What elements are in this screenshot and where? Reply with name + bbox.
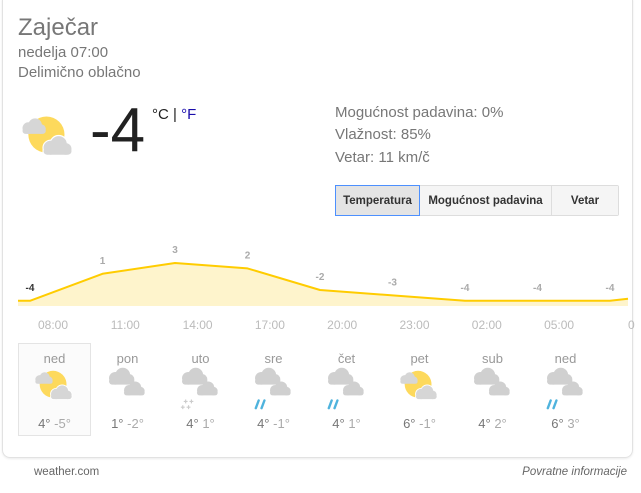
datetime: nedelja 07:00 (18, 44, 109, 61)
cloudy-icon (92, 367, 163, 411)
low-temp: 3° (567, 416, 580, 431)
humidity: Vlažnost: 85% (335, 126, 431, 143)
time-label: 08:00 (38, 318, 68, 332)
low-temp: 2° (494, 416, 507, 431)
forecast-day[interactable]: čet 4° 1° (310, 343, 383, 436)
forecast-day[interactable]: sub 4° 2° (456, 343, 529, 436)
daily-forecast: ned 4° -5° pon 1° -2° uto 4° 1° sre 4° -1° čet 4°… (18, 343, 602, 436)
weather-card (2, 0, 633, 458)
time-label: 23:00 (399, 318, 429, 332)
high-temp: 6° (551, 416, 564, 431)
time-label: 14:00 (183, 318, 213, 332)
time-label: 05:00 (544, 318, 574, 332)
unit-toggle[interactable]: °C | °F (152, 106, 196, 123)
time-label: 02:00 (472, 318, 502, 332)
high-temp: 4° (478, 416, 491, 431)
high-temp: 4° (257, 416, 270, 431)
rain-icon (238, 367, 309, 411)
partly-cloudy-icon (18, 110, 80, 177)
partly-cloudy-icon (384, 367, 455, 411)
temperature-chart: -4 1 3 2 -2 -3 -4 -4 -4 08:00 11:00 14:00 17:00 20:00… (18, 245, 635, 332)
temp-label: -4 (533, 283, 542, 294)
forecast-day[interactable]: pon 1° -2° (91, 343, 164, 436)
time-label: 11:00 (111, 318, 140, 332)
day-name: ned (43, 351, 66, 366)
chart-line (18, 262, 629, 302)
low-temp: -5° (54, 416, 71, 431)
low-temp: -2° (127, 416, 144, 431)
wind: Vetar: 11 km/č (335, 149, 430, 166)
forecast-day[interactable]: ned 6° 3° (529, 343, 602, 436)
low-temp: 1° (348, 416, 361, 431)
partly-cloudy-icon (19, 367, 90, 411)
high-temp: 1° (111, 416, 124, 431)
cloudy-icon (457, 367, 528, 411)
high-temp: 4° (186, 416, 199, 431)
high-temp: 4° (332, 416, 345, 431)
day-name: pon (116, 351, 139, 366)
location-title: Zaječar (18, 14, 99, 41)
day-name: sre (264, 351, 283, 366)
feedback-link[interactable]: Povratne informacije (522, 466, 627, 478)
time-label: 20:00 (327, 318, 357, 332)
tab-precipitation[interactable]: Mogućnost padavina (420, 186, 552, 215)
time-label: 17:00 (255, 318, 285, 332)
low-temp: -1° (273, 416, 290, 431)
precip-chance: Mogućnost padavina: 0% (335, 104, 504, 121)
rain-icon (311, 367, 382, 411)
tab-temperature[interactable]: Temperatura (335, 185, 420, 216)
temp-label: -4 (26, 283, 35, 294)
snow-icon (165, 367, 236, 411)
high-temp: 4° (38, 416, 51, 431)
day-name: uto (191, 351, 210, 366)
forecast-day[interactable]: ned 4° -5° (18, 343, 91, 436)
day-name: sub (482, 351, 503, 366)
temp-label: -3 (388, 277, 397, 288)
temp-label: -4 (461, 283, 470, 294)
temp-label: -4 (606, 283, 615, 294)
unit-celsius[interactable]: °C (152, 106, 169, 123)
temp-label: 3 (172, 245, 178, 256)
day-name: čet (337, 351, 356, 366)
condition: Delimično oblačno (18, 64, 141, 81)
rain-icon (530, 367, 601, 411)
unit-fahrenheit[interactable]: °F (181, 106, 197, 123)
tab-wind[interactable]: Vetar (552, 186, 618, 215)
temp-label: 1 (100, 256, 106, 267)
forecast-day[interactable]: sre 4° -1° (237, 343, 310, 436)
unit-separator: | (168, 106, 182, 123)
forecast-day[interactable]: uto 4° 1° (164, 343, 237, 436)
time-label: 0 (628, 318, 635, 332)
day-name: pet (410, 351, 429, 366)
forecast-day[interactable]: pet 6° -1° (383, 343, 456, 436)
temp-label: -2 (316, 272, 325, 283)
low-temp: -1° (419, 416, 436, 431)
high-temp: 6° (403, 416, 416, 431)
chart-area (18, 263, 628, 306)
temp-label: 2 (245, 250, 251, 261)
day-name: ned (554, 351, 577, 366)
current-temp: -4 (90, 96, 146, 165)
chart-tabs: Temperatura Mogućnost padavina Vetar (335, 185, 619, 216)
low-temp: 1° (202, 416, 215, 431)
source-link[interactable]: weather.com (34, 466, 100, 478)
